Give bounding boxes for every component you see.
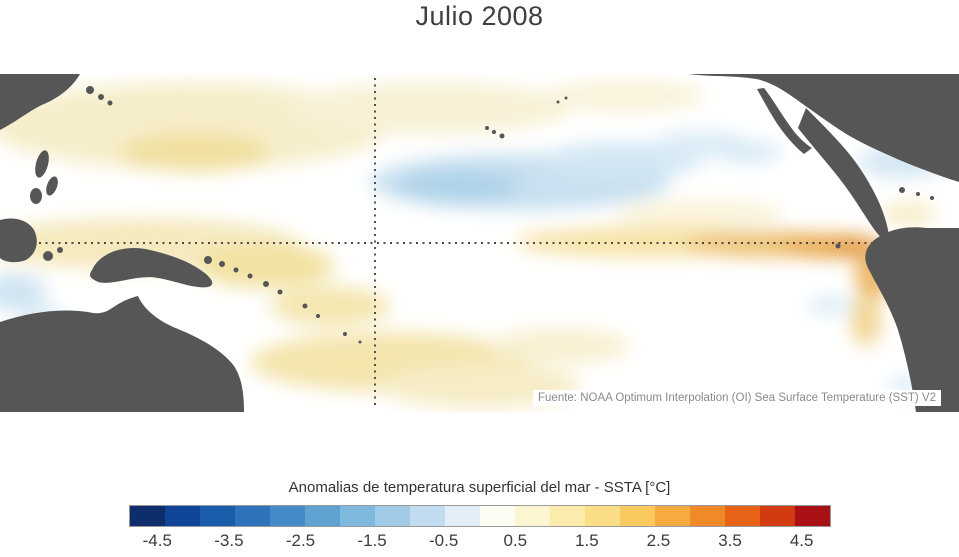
figure-title: Julio 2008 [415,1,544,31]
hawaii-island [492,130,496,134]
fiji-island [302,303,308,309]
japan-island [86,86,94,94]
hawaii-island [499,133,505,139]
colorbar-segment [619,506,655,526]
land-new-guinea [90,248,213,288]
colorbar-segment [234,506,270,526]
colorbar-segment [514,506,550,526]
colorbar [128,505,831,527]
land-south-america [865,227,959,412]
fiji-island [316,314,320,318]
midway-island [556,100,560,104]
colorbar-tick-label: 3.5 [718,531,742,550]
samoa-island [358,340,362,344]
colorbar-segment [724,506,760,526]
philippines-island [46,176,58,196]
land-north-america [688,74,959,182]
colorbar-tick-label: 1.5 [575,531,599,550]
colorbar-tick-label: -0.5 [429,531,459,550]
colorbar-segment [199,506,235,526]
colorbar-segment [654,506,690,526]
new-britain-island [204,256,212,264]
vanuatu-island [263,281,269,287]
colorbar-ticks: -4.5 -3.5 -2.5 -1.5 -0.5 0.5 1.5 2.5 3.5 4.5 [122,531,838,551]
map-canvas [0,74,959,412]
land-australia [0,296,244,412]
philippines-island [35,150,49,178]
hawaii-island [485,126,489,130]
colorbar-segment [374,506,410,526]
colorbar-tick-label: 2.5 [646,531,671,550]
solomon-island [233,267,239,273]
colorbar-segment [129,506,165,526]
vanuatu-island [277,289,283,295]
colorbar-segment [409,506,445,526]
land-masses [0,74,959,412]
solomon-island [219,261,225,267]
colorbar-segment [584,506,620,526]
colorbar-tick-label: -2.5 [285,531,316,550]
colorbar-tick-label: 0.5 [503,531,528,550]
colorbar-segment [549,506,585,526]
galapagos-island [835,243,841,249]
caribbean-island [930,196,934,200]
colorbar-segment [339,506,375,526]
land-central-america [798,108,889,241]
colorbar-segment [794,506,830,526]
legend-title: Anomalias de temperatura superficial del… [288,479,671,496]
pacific-sst-anomaly-map: Fuente: NOAA Optimum Interpolation (OI) … [0,74,959,412]
caribbean-island [899,187,905,193]
samoa-island [343,332,347,336]
colorbar-segment [269,506,305,526]
anomaly-field [0,80,959,408]
colorbar-segment [164,506,200,526]
colorbar-segment [689,506,725,526]
colorbar-segment [759,506,795,526]
philippines-island [30,188,42,204]
solomon-island [247,273,253,279]
japan-island [107,100,113,106]
land-asia [0,74,80,130]
land-borneo [0,218,37,263]
colorbar-tick-label: -4.5 [142,531,172,550]
colorbar-legend: Anomalias de temperatura superficial del… [0,479,959,551]
land-baja-california [757,88,812,154]
colorbar-tick-label: 4.5 [789,531,814,550]
sulawesi-island [43,251,53,261]
colorbar-segment [304,506,340,526]
midway-island [564,96,568,100]
japan-island [98,94,104,100]
colorbar-segment [444,506,480,526]
colorbar-tick-label: -1.5 [357,531,387,550]
source-attribution: Fuente: NOAA Optimum Interpolation (OI) … [533,390,941,406]
halmahera-island [57,247,63,253]
colorbar-tick-label: -3.5 [214,531,244,550]
colorbar-segment [479,506,515,526]
caribbean-island [916,192,920,196]
